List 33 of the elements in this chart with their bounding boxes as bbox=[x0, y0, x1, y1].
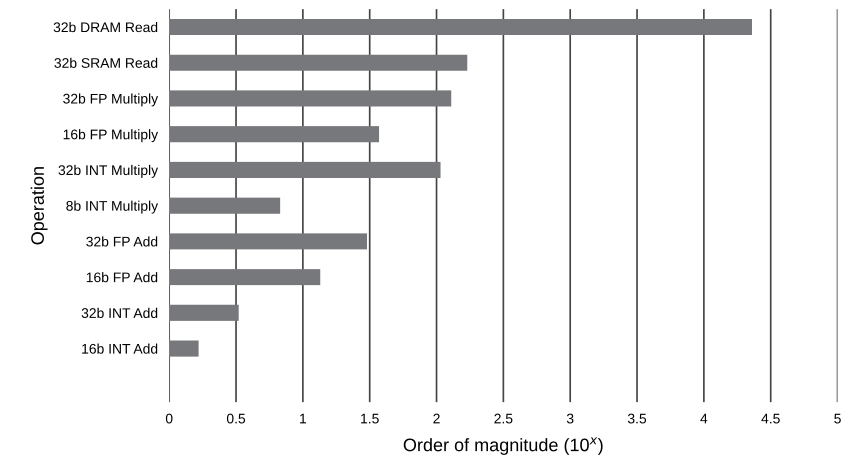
x-tick-label: 2 bbox=[433, 414, 440, 424]
y-tick-label: 8b INT Multiply bbox=[66, 200, 158, 214]
bar bbox=[169, 18, 752, 36]
y-tick-label: 32b FP Multiply bbox=[63, 93, 158, 106]
x-tick-label: 1 bbox=[300, 414, 306, 424]
y-tick-label: 32b INT Add bbox=[82, 308, 158, 318]
x-tick-label: 0 bbox=[166, 414, 173, 424]
y-tick-label: 32b FP Add bbox=[86, 236, 158, 247]
x-tick-label: 2.5 bbox=[494, 414, 512, 424]
y-tick-label: 32b SRAM Read bbox=[54, 58, 158, 68]
y-tick-label: 16b FP Add bbox=[86, 272, 158, 282]
y-tick-label: 32b DRAM Read bbox=[54, 22, 158, 32]
x-tick-label: 0.5 bbox=[226, 414, 246, 424]
y-tick-label: 16b FP Multiply bbox=[64, 129, 158, 142]
bar bbox=[169, 162, 441, 178]
bar bbox=[169, 90, 452, 106]
bar bbox=[169, 198, 280, 214]
x-tick-label: 4.5 bbox=[761, 414, 780, 424]
y-tick-label: 16b INT Add bbox=[82, 344, 158, 354]
x-tick-label: 3 bbox=[566, 414, 574, 424]
bar bbox=[169, 54, 468, 71]
x-tick-label: 3.5 bbox=[628, 414, 646, 424]
y-tick-label: 32b INT Multiply bbox=[58, 164, 158, 178]
bar bbox=[169, 126, 380, 142]
x-tick-label: 1.5 bbox=[361, 414, 379, 424]
bar bbox=[169, 233, 368, 250]
bar bbox=[169, 269, 320, 286]
x-tick-label: 5 bbox=[834, 414, 841, 424]
bar bbox=[169, 304, 239, 321]
x-axis-title: Order of magnitude (10$^{x}$) bbox=[404, 437, 603, 455]
x-tick-label: 4 bbox=[700, 414, 708, 424]
y-axis-title: Operation bbox=[30, 167, 48, 244]
bar bbox=[169, 340, 199, 357]
